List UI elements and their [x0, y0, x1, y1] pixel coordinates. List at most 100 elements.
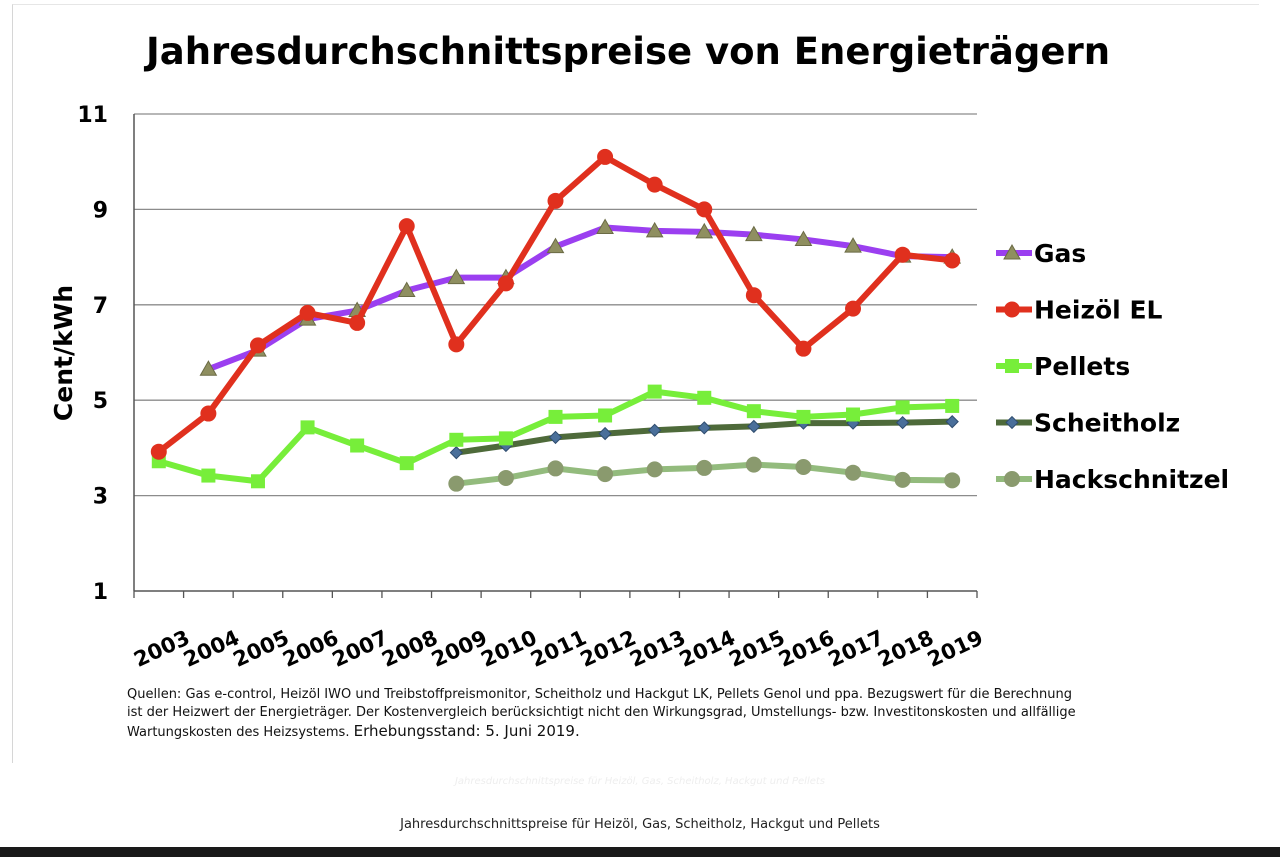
- data-point: [299, 304, 316, 321]
- data-point: [349, 314, 366, 331]
- data-point: [199, 360, 218, 376]
- data-point: [844, 237, 862, 253]
- data-point: [598, 408, 613, 423]
- y-tick-label: 7: [93, 294, 108, 319]
- data-point: [350, 438, 365, 453]
- legend-item: Scheitholz: [996, 409, 1180, 438]
- data-point: [547, 192, 564, 209]
- data-point: [648, 423, 662, 437]
- data-point: [744, 225, 763, 242]
- data-point: [745, 456, 762, 473]
- data-point: [399, 456, 414, 471]
- chart-frame: [12, 4, 1259, 763]
- data-point: [598, 426, 612, 441]
- data-point: [745, 287, 762, 304]
- grid-lines: [134, 113, 977, 497]
- data-point: [300, 420, 315, 435]
- data-point: [448, 475, 465, 492]
- legend-label: Hackschnitzel: [1034, 465, 1229, 494]
- series-line: [205, 224, 956, 373]
- data-point: [696, 459, 713, 476]
- legend-label: Gas: [1034, 239, 1086, 268]
- data-point: [449, 432, 464, 447]
- data-point: [746, 404, 761, 419]
- faded-caption: Jahresdurchschnittspreise für Heizöl, Ga…: [454, 776, 826, 787]
- data-point: [547, 460, 564, 477]
- data-point: [201, 468, 216, 483]
- data-point: [794, 230, 813, 246]
- y-tick-label: 11: [77, 103, 108, 128]
- data-point: [945, 398, 960, 413]
- series-scheitholz: [449, 415, 959, 460]
- y-tick-label: 1: [93, 580, 108, 605]
- data-point: [795, 458, 812, 475]
- line-chart: Jahresdurchschnittspreise von Energieträ…: [49, 30, 1229, 672]
- data-point: [548, 409, 563, 424]
- data-point: [448, 336, 465, 353]
- legend-label: Scheitholz: [1034, 409, 1180, 438]
- legend: Gas Heizöl EL Pellets Scheitholz Hackschnitz…: [996, 239, 1229, 494]
- data-point: [498, 431, 513, 446]
- data-point: [1004, 471, 1020, 487]
- data-point: [845, 464, 862, 481]
- legend-item: Heizöl EL: [996, 296, 1163, 325]
- data-point: [645, 221, 664, 238]
- data-point: [200, 405, 217, 422]
- data-point: [546, 237, 565, 254]
- legend-item: Pellets: [996, 352, 1130, 381]
- data-point: [597, 466, 614, 483]
- data-point: [894, 471, 911, 488]
- x-tick-labels: 2003200420052006200720082009201020112012…: [130, 625, 987, 671]
- data-point: [695, 222, 714, 239]
- data-point: [398, 218, 415, 235]
- data-point: [895, 400, 910, 415]
- image-caption: Jahresdurchschnittspreise für Heizöl, Ga…: [400, 817, 880, 832]
- data-point: [1003, 243, 1021, 260]
- data-point: [895, 415, 910, 430]
- data-point: [249, 337, 266, 354]
- series-heiz-l-el: [150, 148, 961, 460]
- data-point: [696, 201, 713, 218]
- data-point: [1005, 415, 1019, 430]
- axes: [133, 114, 978, 598]
- data-point: [447, 268, 466, 285]
- y-axis-label: Cent/kWh: [49, 285, 78, 421]
- data-point: [647, 384, 662, 399]
- data-point: [894, 246, 911, 263]
- data-point: [646, 176, 663, 193]
- x-tick-label: 2019: [924, 625, 987, 671]
- bottom-bar: [0, 847, 1280, 857]
- data-point: [944, 472, 961, 489]
- data-point: [795, 340, 812, 357]
- sources-text: Quellen: Gas e-control, Heizöl IWO und T…: [127, 687, 1076, 740]
- legend-label: Pellets: [1034, 352, 1130, 381]
- data-point: [449, 446, 463, 460]
- data-point: [497, 469, 514, 486]
- legend-item: Gas: [996, 239, 1086, 268]
- data-point: [1004, 301, 1020, 318]
- sources-note: Quellen: Gas e-control, Heizöl IWO und T…: [127, 686, 1087, 742]
- survey-date: Erhebungsstand: 5. Juni 2019.: [353, 722, 580, 740]
- data-point: [150, 443, 167, 460]
- data-point: [796, 409, 811, 424]
- data-point: [845, 300, 862, 317]
- y-tick-labels: 1 3 5 7 9 11: [77, 103, 108, 605]
- data-point: [697, 421, 711, 435]
- series-pellets: [151, 384, 960, 489]
- y-tick-label: 5: [93, 389, 108, 414]
- data-point: [548, 430, 563, 445]
- data-point: [1005, 359, 1019, 373]
- legend-item: Hackschnitzel: [996, 465, 1229, 494]
- y-tick-label: 3: [93, 485, 108, 510]
- data-point: [697, 390, 712, 405]
- data-point: [747, 419, 761, 434]
- data-point: [596, 218, 614, 235]
- series-hackschnitzel: [448, 456, 961, 492]
- data-point: [397, 281, 416, 297]
- data-point: [597, 148, 614, 165]
- data-point: [497, 275, 514, 292]
- series-gas: [199, 218, 962, 376]
- data-point: [250, 474, 265, 489]
- data-series: [150, 148, 962, 492]
- data-point: [646, 461, 663, 478]
